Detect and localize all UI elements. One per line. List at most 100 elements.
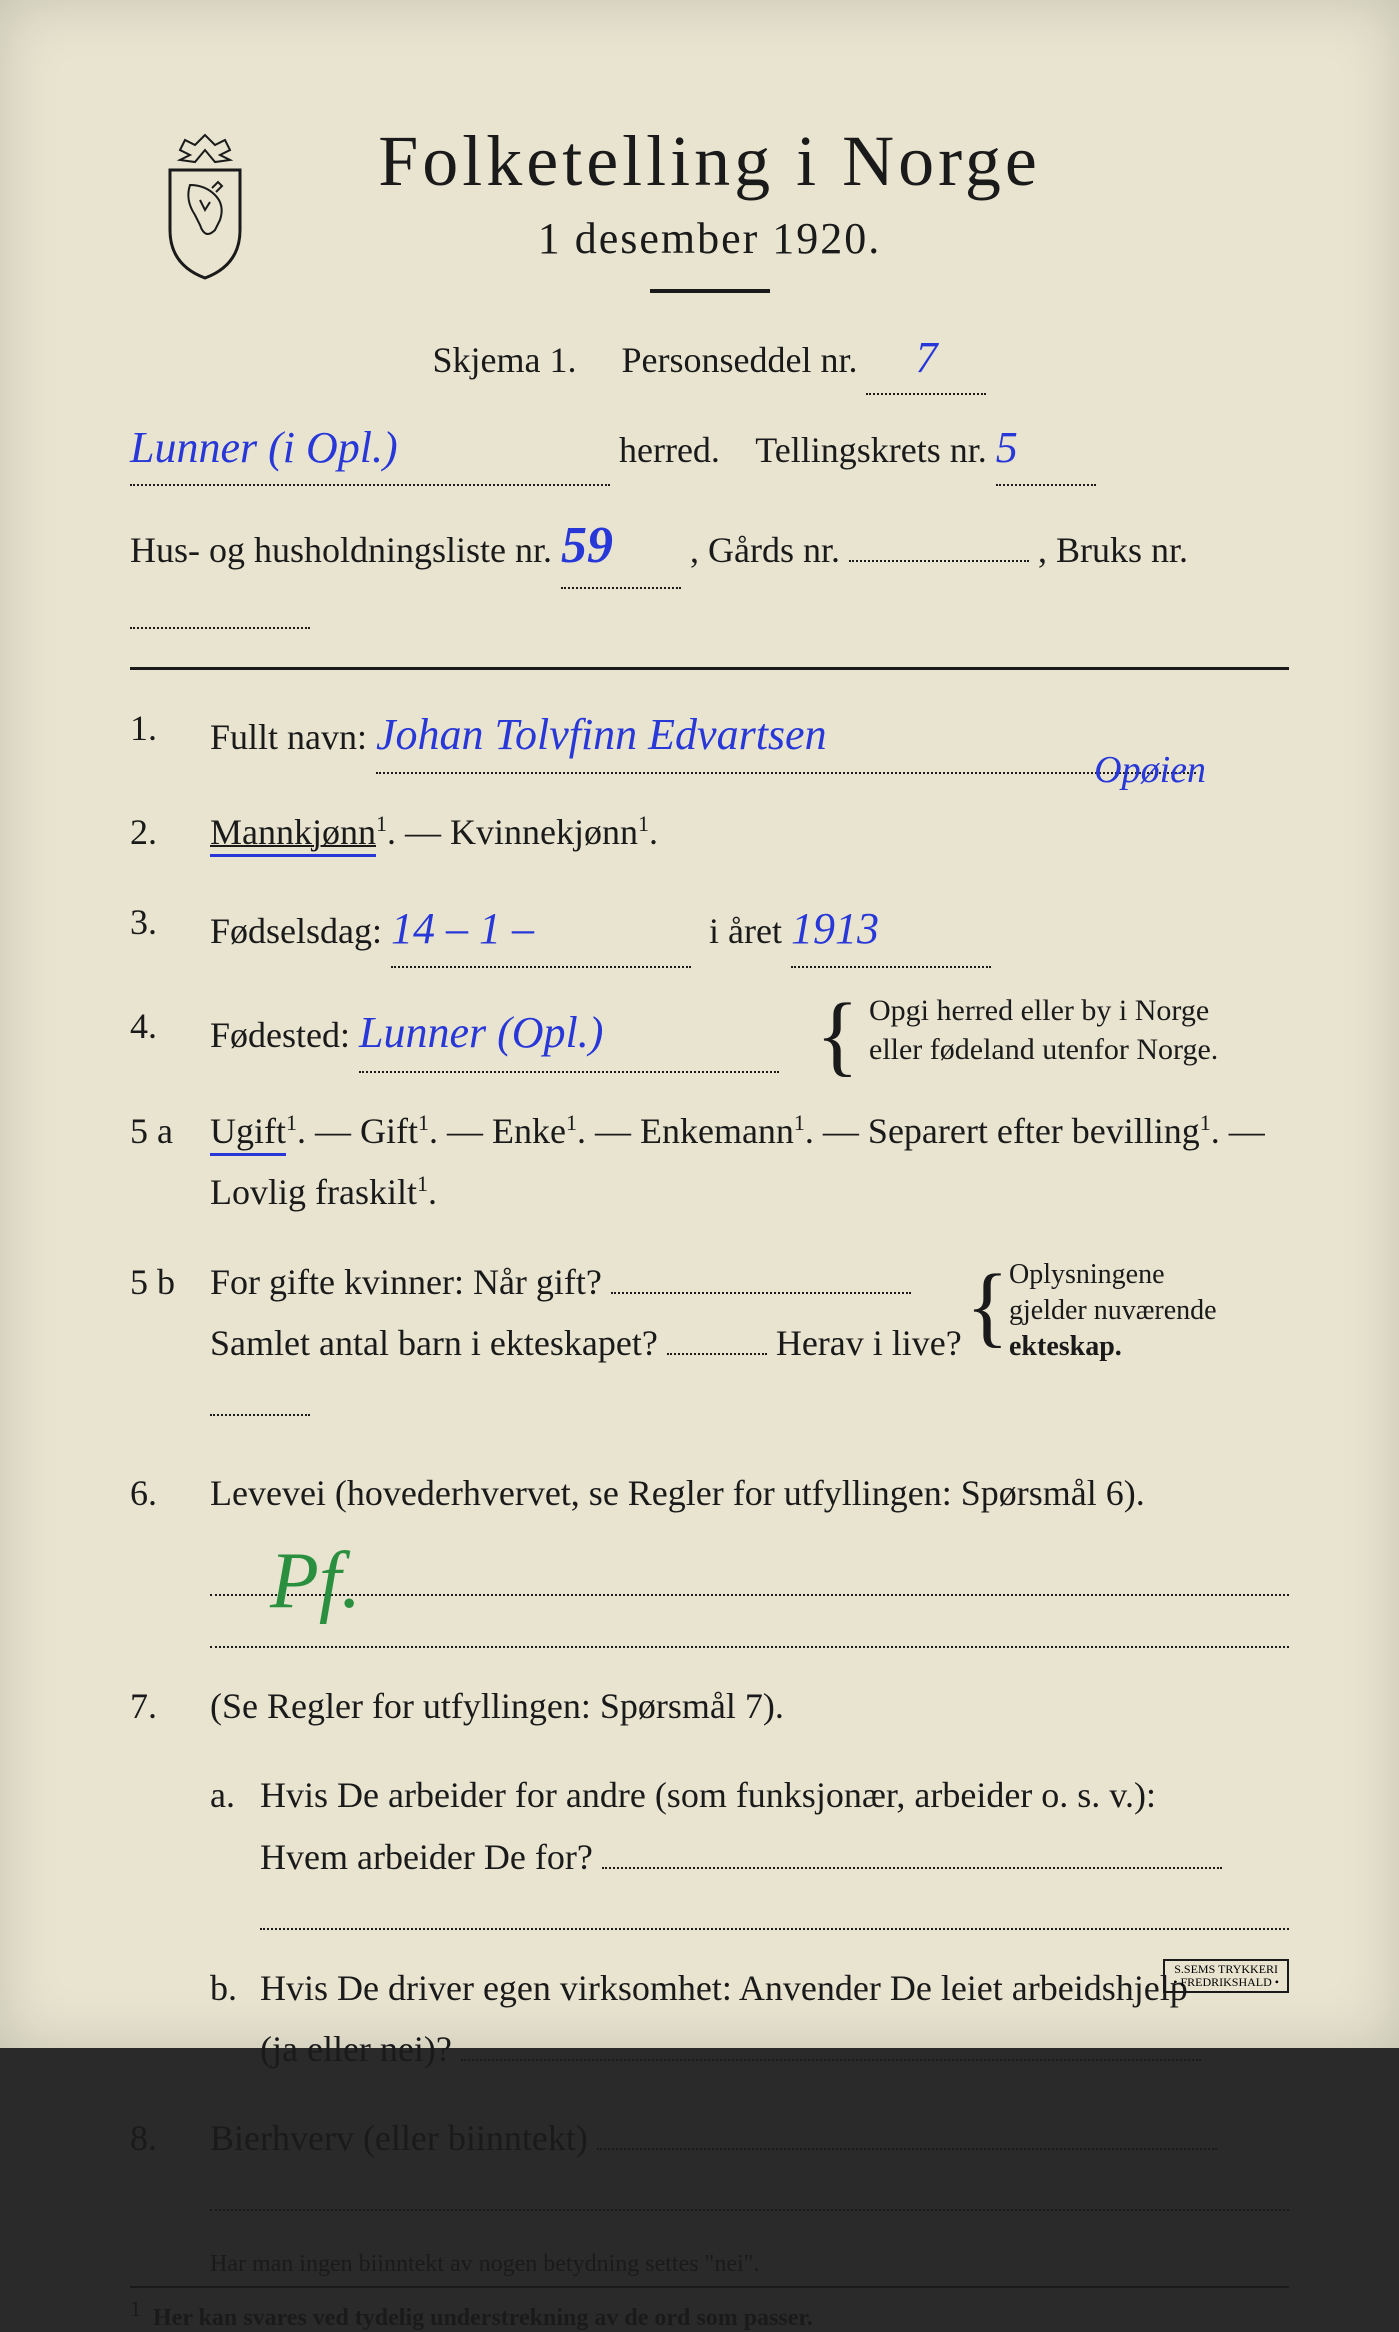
q1: 1. Fullt navn: Johan Tolvfinn Edvartsen … — [130, 698, 1289, 775]
q5a-s4: . — — [805, 1111, 859, 1151]
header-divider — [650, 289, 770, 293]
subtitle-text: desember 1920. — [575, 214, 882, 263]
q7a-line2: Hvem arbeider De for? — [260, 1837, 593, 1877]
q7b: b. Hvis De driver egen virksomhet: Anven… — [210, 1958, 1289, 2080]
q4-note1: Opgi herred eller by i Norge — [869, 994, 1209, 1027]
tellingskrets-value: 5 — [996, 413, 1018, 483]
q6-green-mark: Pf. — [270, 1513, 361, 1649]
q7b-line2: (ja eller nei)? — [260, 2029, 452, 2069]
q6-num: 6. — [130, 1463, 210, 1524]
gards-label: , Gårds nr. — [690, 530, 840, 570]
subtitle-day: 1 — [538, 214, 562, 263]
q4-brace-icon: { — [816, 991, 859, 1081]
q5a-ugift: Ugift — [210, 1111, 286, 1156]
q8-label: Bierhverv (eller biinntekt) — [210, 2118, 588, 2158]
q4-label: Fødested: — [210, 1015, 350, 1055]
herred-label: herred. — [619, 430, 720, 470]
q2: 2. Mannkjønn1. — Kvinnekjønn1. — [130, 802, 1289, 863]
q5b-note2: gjelder nuværende — [1009, 1295, 1217, 1326]
printer-line1: S.SEMS TRYKKERI — [1174, 1962, 1278, 1976]
footer-sup: 1 — [130, 2296, 141, 2321]
skjema-label: Skjema 1. — [433, 340, 577, 380]
q3-year: 1913 — [791, 892, 879, 967]
q5b-note: Oplysningene gjelder nuværende ekteskap. — [1009, 1257, 1289, 1366]
q3-mid: i året — [709, 911, 782, 951]
footer: Har man ingen biinntekt av nogen betydni… — [130, 2251, 1289, 2332]
q5b-brace-icon: { — [966, 1262, 1009, 1352]
q5b-line2b: Herav i live? — [776, 1323, 962, 1363]
section-divider — [130, 667, 1289, 670]
herred-line: Lunner (i Opl.) herred. Tellingskrets nr… — [130, 413, 1289, 485]
q1-value2: Opøien — [1094, 738, 1206, 803]
q7a-num: a. — [210, 1765, 260, 1826]
tellingskrets-label: Tellingskrets nr. — [755, 430, 986, 470]
q3-num: 3. — [130, 892, 210, 953]
husliste-line: Hus- og husholdningsliste nr. 59 , Gårds… — [130, 504, 1289, 647]
q6-label: Levevei (hovederhvervet, se Regler for u… — [210, 1473, 1145, 1513]
printer-mark: S.SEMS TRYKKERI • FREDRIKSHALD • — [1163, 1959, 1289, 1993]
page-subtitle: 1 desember 1920. — [130, 213, 1289, 264]
q7a: a. Hvis De arbeider for andre (som funks… — [210, 1765, 1289, 1887]
q5b-line2a: Samlet antal barn i ekteskapet? — [210, 1323, 658, 1363]
q4-value: Lunner (Opl.) — [359, 996, 603, 1071]
page-title: Folketelling i Norge — [130, 120, 1289, 203]
q8: 8. Bierhverv (eller biinntekt) — [130, 2108, 1289, 2169]
footer-divider — [130, 2286, 1289, 2288]
footer-note1: Har man ingen biinntekt av nogen betydni… — [210, 2251, 1289, 2278]
q1-value: Johan Tolvfinn Edvartsen — [376, 698, 827, 773]
q5a-s1: . — — [297, 1111, 351, 1151]
gards-value — [849, 560, 1029, 562]
q8-num: 8. — [130, 2108, 210, 2169]
q5a-separert: Separert efter bevilling — [868, 1111, 1200, 1151]
q4-num: 4. — [130, 996, 210, 1057]
q6-line1 — [210, 1594, 1289, 1596]
herred-value: Lunner (i Opl.) — [130, 413, 398, 483]
q7b-line1: Hvis De driver egen virksomhet: Anvender… — [260, 1968, 1188, 2008]
q5b-num: 5 b — [130, 1252, 210, 1313]
q5b-blank1 — [611, 1292, 911, 1294]
q5a-num: 5 a — [130, 1101, 210, 1162]
q4-note2: eller fødeland utenfor Norge. — [869, 1033, 1218, 1066]
q7b-num: b. — [210, 1958, 260, 2019]
q5a: 5 a Ugift1. — Gift1. — Enke1. — Enkemann… — [130, 1101, 1289, 1223]
bruks-value — [130, 627, 310, 629]
q7b-blank — [461, 2059, 1201, 2061]
q2-kvinne: Kvinnekjønn — [450, 812, 638, 852]
header: Folketelling i Norge 1 desember 1920. — [130, 120, 1289, 293]
q5b-note1: Oplysningene — [1009, 1259, 1165, 1290]
q6-line2 — [210, 1646, 1289, 1648]
q8-blank — [597, 2148, 1217, 2150]
husliste-value: 59 — [561, 504, 613, 587]
q4: 4. Fødested: Lunner (Opl.) { Opgi herred… — [130, 996, 1289, 1073]
personseddel-label: Personseddel nr. — [622, 340, 858, 380]
q5a-enkemann: Enkemann — [640, 1111, 794, 1151]
q5a-s3: . — — [577, 1111, 631, 1151]
q2-end: . — [649, 812, 658, 852]
skjema-line: Skjema 1. Personseddel nr. 7 — [130, 323, 1289, 395]
q2-num: 2. — [130, 802, 210, 863]
q5b-blank2 — [667, 1353, 767, 1355]
q3-label: Fødselsdag: — [210, 911, 382, 951]
q7-num: 7. — [130, 1676, 210, 1737]
q5a-s2: . — — [429, 1111, 483, 1151]
q2-sep1: . — — [387, 812, 441, 852]
q7a-line — [260, 1928, 1289, 1930]
q3-day: 14 – 1 – — [391, 892, 534, 967]
q5b-note3: ekteskap. — [1009, 1331, 1122, 1362]
q5a-s5: . — — [1211, 1111, 1265, 1151]
q1-num: 1. — [130, 698, 210, 759]
q7a-blank — [602, 1867, 1222, 1869]
q7-label: (Se Regler for utfyllingen: Spørsmål 7). — [210, 1686, 784, 1726]
bruks-label: , Bruks nr. — [1038, 530, 1188, 570]
q8-line — [210, 2209, 1289, 2211]
footer-note2: Her kan svares ved tydelig understreknin… — [153, 2305, 813, 2331]
printer-line2: • FREDRIKSHALD • — [1173, 1975, 1279, 1989]
q5a-end: . — [428, 1172, 437, 1212]
q1-label: Fullt navn: — [210, 717, 367, 757]
census-form-page: Folketelling i Norge 1 desember 1920. Sk… — [0, 0, 1399, 2048]
q4-note: Opgi herred eller by i Norge eller fødel… — [869, 991, 1289, 1069]
q5b-blank3 — [210, 1414, 310, 1416]
personseddel-value: 7 — [915, 323, 937, 393]
q5a-enke: Enke — [492, 1111, 566, 1151]
husliste-label: Hus- og husholdningsliste nr. — [130, 530, 552, 570]
